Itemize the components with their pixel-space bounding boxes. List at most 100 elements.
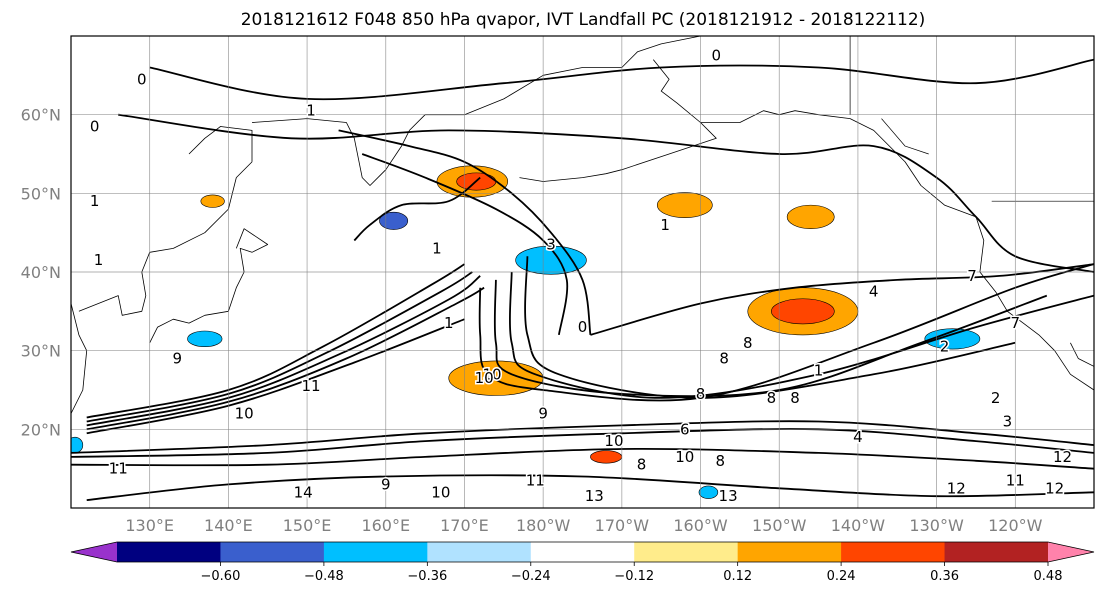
lon-tick-label-5: 180°W xyxy=(516,516,571,535)
lat-tick-label-2: 40°N xyxy=(21,263,61,282)
contour-label-31: 8 xyxy=(767,389,777,407)
lat-tick-label-0: 20°N xyxy=(21,420,61,439)
contour-label-19: 14 xyxy=(294,483,313,501)
coastline-layer xyxy=(71,36,1094,414)
contour-label-21: 13 xyxy=(585,487,604,505)
shaded-anomaly-layer xyxy=(71,165,981,499)
contour-label-34: 8 xyxy=(719,350,729,368)
contour-label-0: 1 xyxy=(306,102,316,120)
contour-label-40: 11 xyxy=(1006,471,1025,489)
shaded-region-2 xyxy=(656,192,713,219)
shaded-region-3 xyxy=(786,204,835,230)
ivt-contour-7 xyxy=(509,271,1094,399)
contour-label-3: 1 xyxy=(432,239,442,257)
ivt-contour-17 xyxy=(590,263,1094,336)
ivt-contour-8 xyxy=(524,256,1016,399)
shaded-region-10 xyxy=(187,330,223,348)
contour-label-4: 3 xyxy=(546,235,556,253)
latitude-tick-labels: 20°N 30°N 40°N 50°N 60°N xyxy=(21,106,61,440)
border-2 xyxy=(881,118,929,155)
coastline-3 xyxy=(188,126,253,162)
lat-tick-label-1: 30°N xyxy=(21,342,61,361)
lon-tick-label-10: 130°W xyxy=(909,516,964,535)
ivt-contour-11 xyxy=(71,447,1094,470)
contour-label-13: 10 xyxy=(482,365,501,383)
coastline-4 xyxy=(251,36,701,186)
contour-label-26: 8 xyxy=(715,452,725,470)
lat-tick-label-3: 50°N xyxy=(21,184,61,203)
colorbar-segment-0 xyxy=(117,542,221,562)
ivt-contour-9 xyxy=(71,420,1094,454)
contour-label-44: 0 xyxy=(90,117,100,135)
colorbar-tick-label-7: 0.36 xyxy=(930,569,959,584)
lon-tick-label-6: 170°W xyxy=(595,516,650,535)
contour-label-9: 7 xyxy=(1011,314,1021,332)
contour-label-14: 11 xyxy=(301,377,320,395)
colorbar-tick-label-2: −0.36 xyxy=(407,569,447,584)
lon-tick-label-0: 130°E xyxy=(125,516,174,535)
ivt-contour-10 xyxy=(71,428,1094,458)
shaded-region-5 xyxy=(771,298,835,325)
colorbar-tick-label-1: −0.48 xyxy=(304,569,344,584)
shaded-region-14 xyxy=(71,436,84,454)
contour-label-2: 1 xyxy=(94,251,104,269)
contour-label-8: 7 xyxy=(967,267,977,285)
colorbar-segment-7 xyxy=(841,542,946,562)
contour-label-23: 11 xyxy=(526,471,545,489)
contour-label-25: 10 xyxy=(675,448,694,466)
contour-label-37: 12 xyxy=(947,479,966,497)
contour-label-28: 9 xyxy=(538,405,548,423)
ivt-contour-0 xyxy=(86,263,465,419)
ivt-contour-1 xyxy=(86,271,473,423)
lon-tick-label-1: 140°E xyxy=(204,516,253,535)
lon-tick-label-4: 170°E xyxy=(440,516,489,535)
contour-label-27: 10 xyxy=(604,432,623,450)
shaded-region-13 xyxy=(200,194,225,208)
lon-tick-label-7: 160°W xyxy=(673,516,728,535)
shaded-region-8 xyxy=(515,245,587,275)
lon-tick-label-3: 160°E xyxy=(361,516,410,535)
contour-label-22: 13 xyxy=(719,487,738,505)
ivt-contour-3 xyxy=(86,286,485,431)
ivt-contour-15 xyxy=(118,113,1094,273)
ivt-contour-18 xyxy=(353,176,481,242)
lon-tick-label-2: 150°E xyxy=(283,516,332,535)
colorbar: −0.60 −0.48 −0.36 −0.24 −0.12 0.12 0.24 0.36 0.4… xyxy=(70,541,1095,584)
longitude-tick-labels: 130°E 140°E 150°E 160°E 170°E 180°W 170°W 160°W… xyxy=(125,516,1042,535)
contour-label-15: 10 xyxy=(235,405,254,423)
colorbar-tick-label-3: −0.24 xyxy=(511,569,551,584)
lat-tick-label-4: 60°N xyxy=(21,106,61,125)
contour-label-5: 1 xyxy=(444,314,454,332)
ivt-contour-13 xyxy=(361,153,569,336)
chart-title: 2018121612 F048 850 hPa qvapor, IVT Land… xyxy=(241,10,926,30)
colorbar-segment-2 xyxy=(323,542,428,562)
contour-label-16: 10 xyxy=(431,483,450,501)
coastline-6 xyxy=(700,110,1094,391)
contour-label-29: 6 xyxy=(680,420,690,438)
contour-label-10: 2 xyxy=(940,338,950,356)
contour-label-41: 9 xyxy=(172,350,182,368)
colorbar-extend-min xyxy=(71,542,117,562)
coastline-1 xyxy=(78,161,253,316)
contour-label-39: 12 xyxy=(1053,448,1072,466)
contour-label-45: 0 xyxy=(137,70,147,88)
contour-label-30: 8 xyxy=(696,385,706,403)
lon-tick-label-8: 150°W xyxy=(752,516,807,535)
colorbar-segment-4 xyxy=(530,542,635,562)
ivt-contour-2 xyxy=(86,275,481,427)
contour-label-33: 8 xyxy=(743,334,753,352)
colorbar-tick-label-8: 0.48 xyxy=(1034,569,1063,584)
colorbar-tick-label-6: 0.24 xyxy=(827,569,856,584)
colorbar-segment-8 xyxy=(944,542,1049,562)
map-frame xyxy=(70,35,1095,509)
gridline-layer xyxy=(71,36,1094,508)
coastline-2 xyxy=(149,228,269,343)
contour-label-12: 3 xyxy=(1003,412,1013,430)
colorbar-segment-3 xyxy=(427,542,532,562)
shaded-region-7 xyxy=(590,450,623,464)
contour-label-7: 4 xyxy=(869,283,879,301)
contour-label-1: 1 xyxy=(90,192,100,210)
contour-label-24: 8 xyxy=(637,456,647,474)
